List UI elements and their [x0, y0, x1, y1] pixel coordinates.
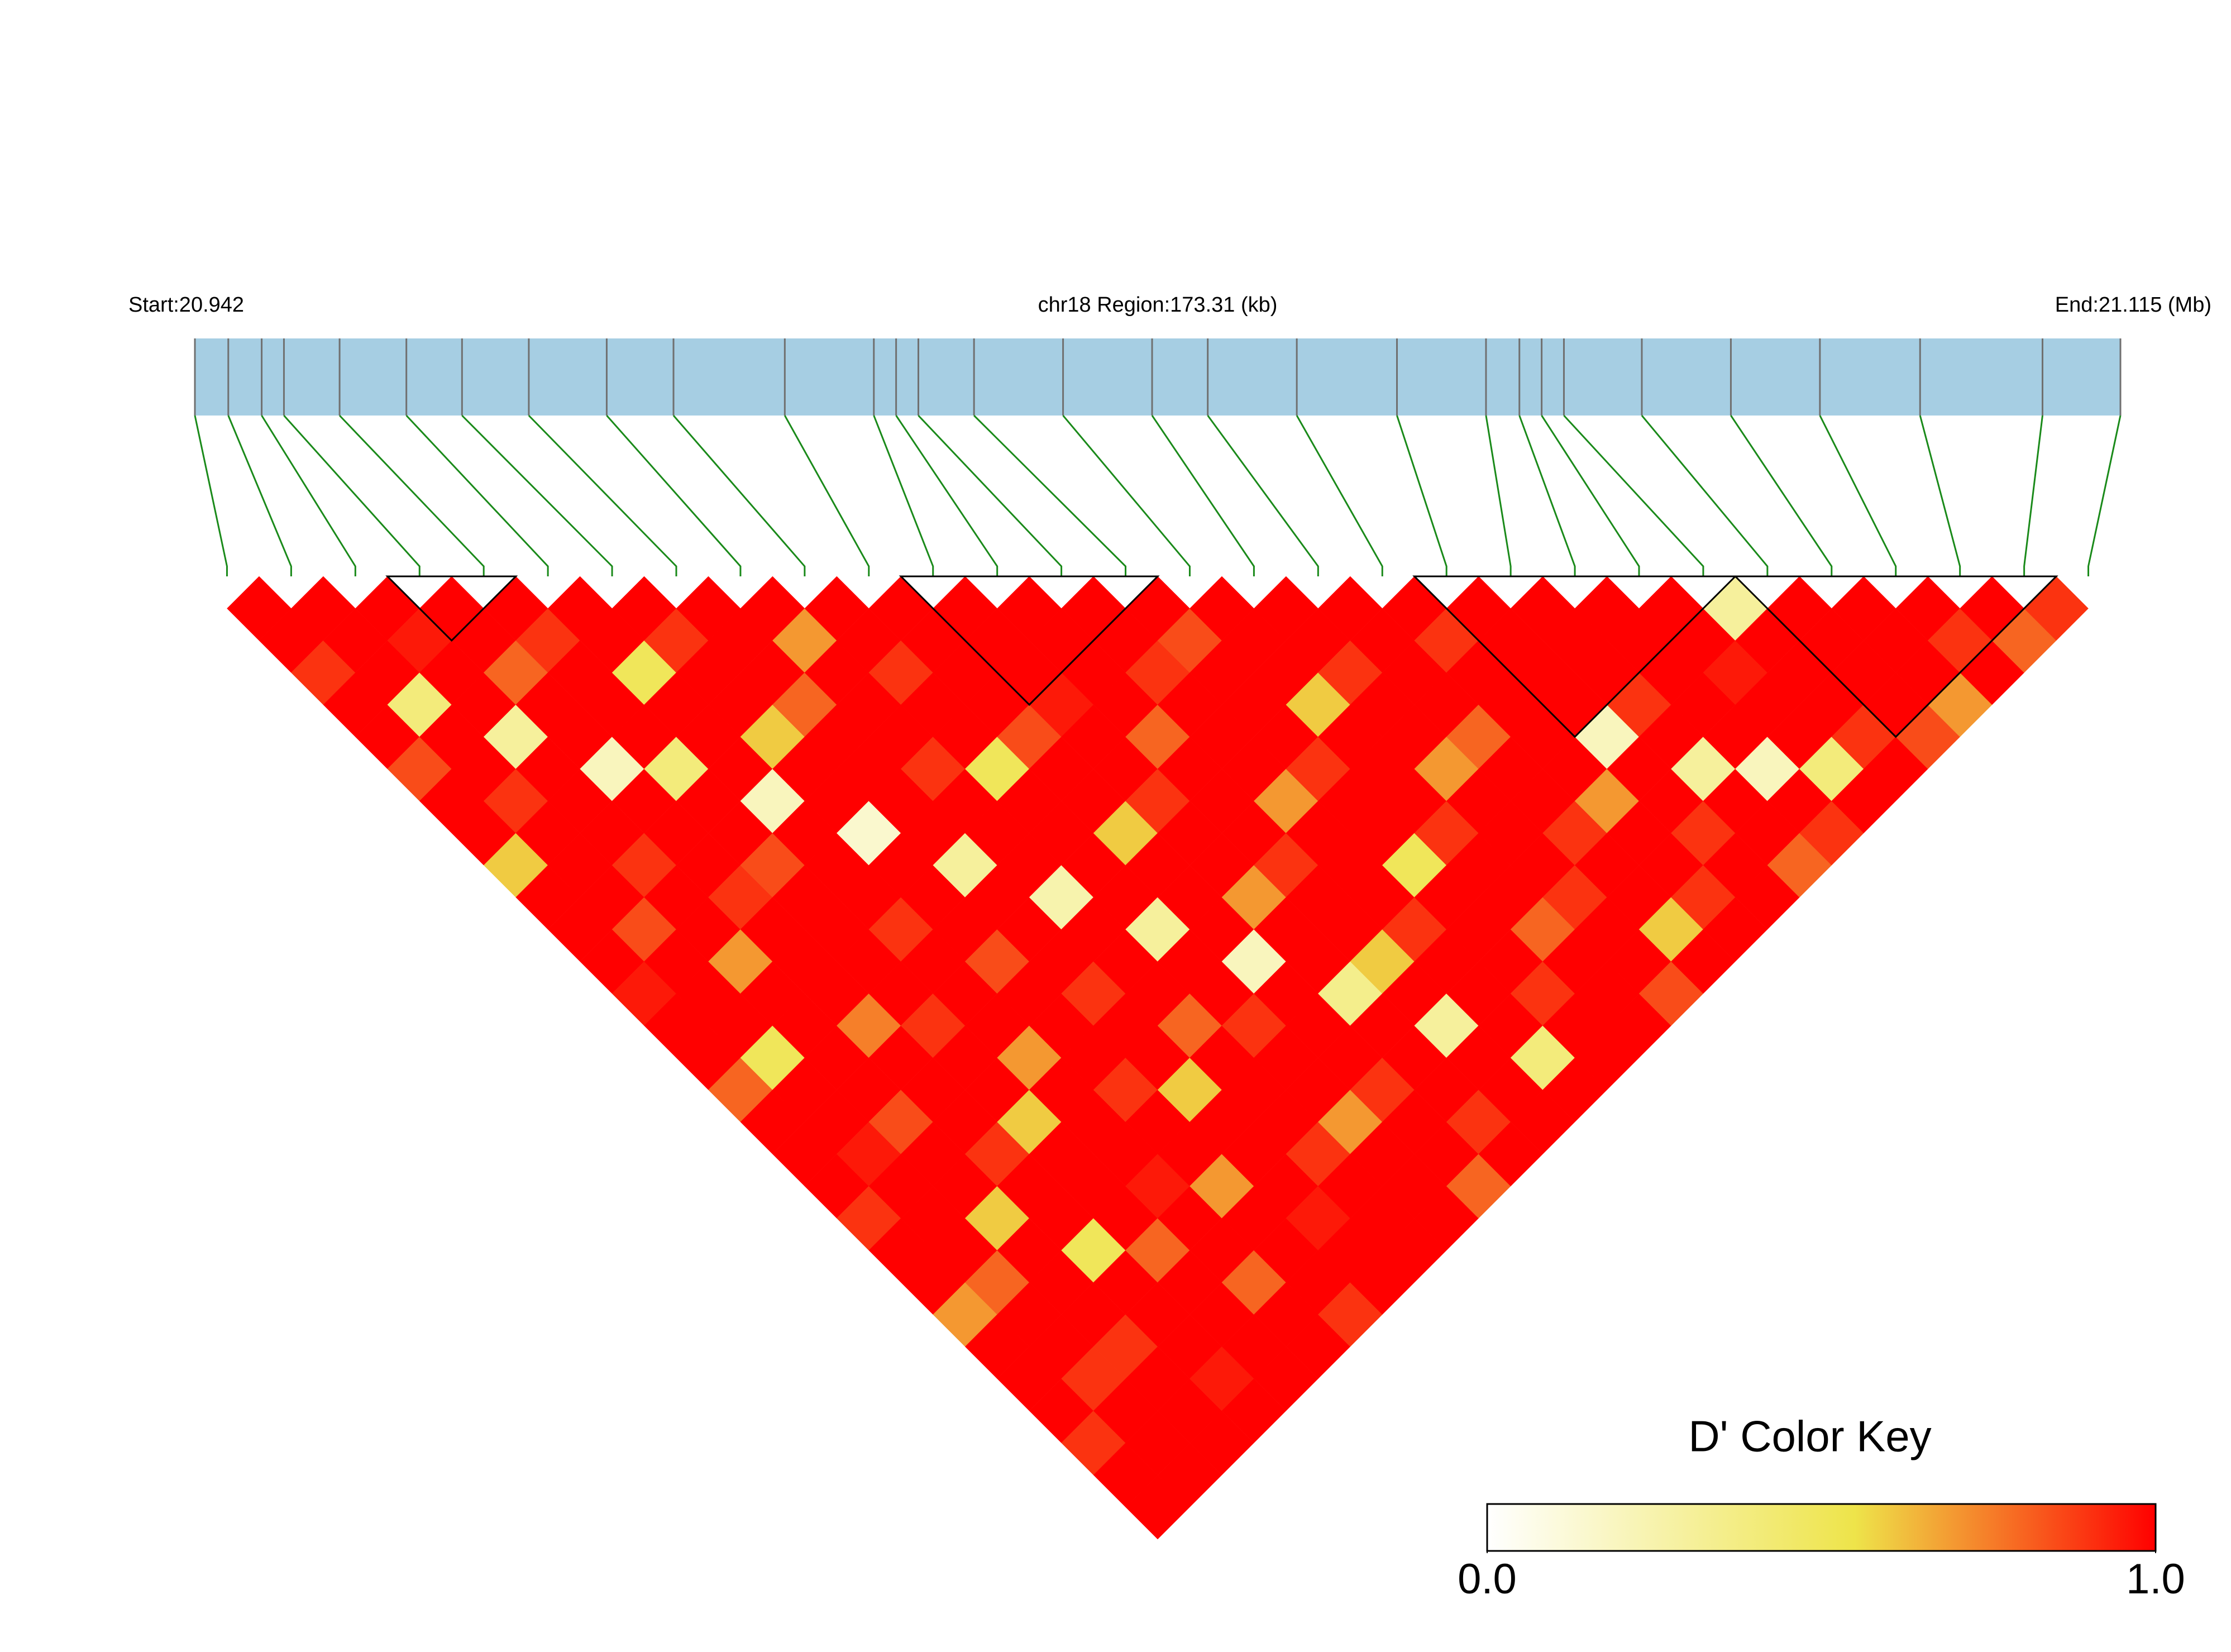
snp-link	[1563, 414, 1704, 576]
snp-link	[973, 414, 1127, 576]
snp-link	[261, 415, 356, 576]
snp-link	[1641, 415, 1769, 576]
snp-link	[1919, 415, 1961, 576]
snp-link	[1541, 415, 1640, 576]
snp-link	[873, 415, 934, 576]
color-key	[1486, 1503, 2157, 1552]
region-label: chr18 Region:173.31 (kb)	[1038, 293, 1278, 317]
key-tick-label: 1.0	[2126, 1555, 2185, 1603]
snp-link	[606, 415, 742, 576]
snp-link	[283, 414, 421, 576]
key-tick-label: 0.0	[1458, 1555, 1517, 1603]
snp-link	[784, 415, 870, 576]
haplotype-block	[385, 575, 518, 642]
snp-link	[672, 415, 806, 576]
haplotype-block	[1412, 575, 1738, 738]
snp-link	[895, 415, 999, 576]
start-label: Start:20.942	[128, 293, 244, 317]
snp-link	[461, 414, 613, 576]
snp-link	[1207, 415, 1319, 576]
snp-link	[1296, 415, 1383, 576]
haplotype-block	[899, 575, 1160, 706]
snp-link	[918, 414, 1063, 576]
snp-link	[1518, 415, 1576, 576]
snp-link	[1485, 415, 1512, 576]
snp-link	[1396, 415, 1447, 576]
snp-link	[1062, 415, 1191, 576]
key-title: D' Color Key	[1688, 1412, 1931, 1461]
snp-link	[1730, 415, 1833, 576]
snp-link	[227, 415, 292, 576]
snp-link	[405, 414, 549, 576]
haplotype-block	[1733, 575, 2058, 738]
snp-link	[1151, 415, 1255, 576]
snp-link	[528, 414, 677, 576]
snp-link	[2087, 415, 2122, 576]
snp-link	[339, 414, 485, 576]
snp-link	[194, 415, 228, 576]
position-bar	[195, 338, 2120, 416]
snp-link	[2023, 415, 2043, 576]
snp-link	[1819, 415, 1897, 576]
end-label: End:21.115 (Mb)	[2055, 293, 2211, 317]
